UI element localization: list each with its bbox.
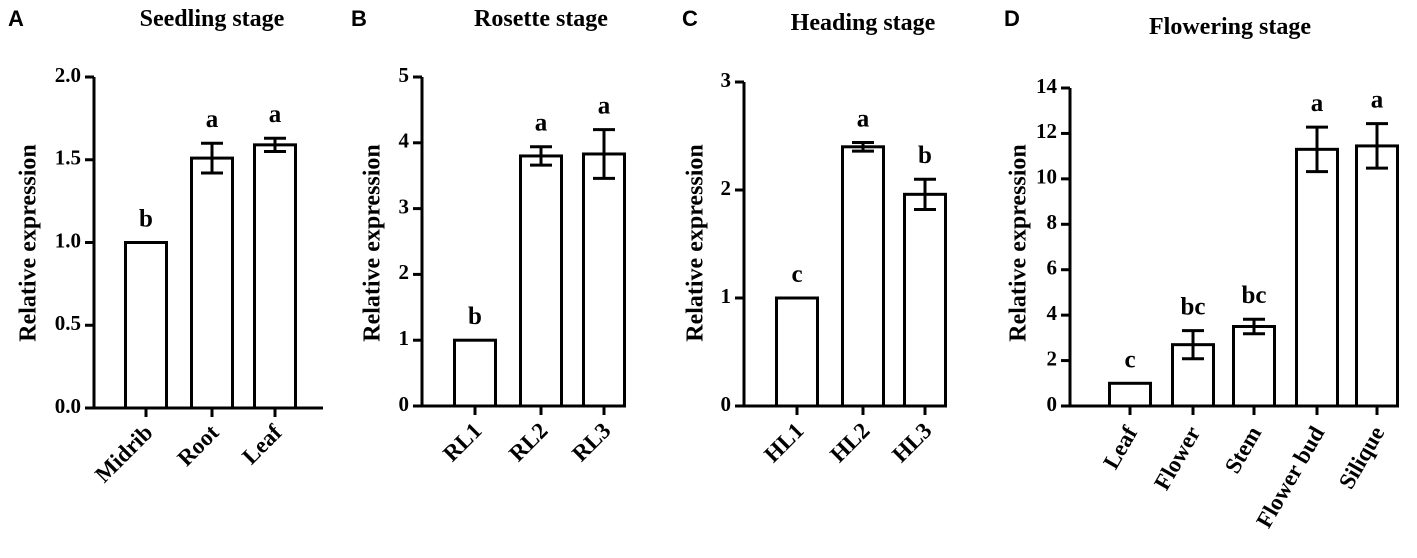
significance-label: bc (1242, 282, 1267, 309)
significance-label: a (857, 105, 870, 132)
significance-label: c (1124, 346, 1135, 373)
bar (1232, 325, 1276, 408)
y-tick-label: 1.5 (55, 146, 81, 170)
y-tick-label: 2 (399, 260, 410, 284)
bar (1108, 381, 1152, 408)
chart-title: Heading stage (791, 10, 936, 36)
y-axis-label: Relative expression (360, 144, 386, 342)
y-tick-label: 2 (1047, 346, 1058, 370)
y-tick-label: 0 (721, 392, 732, 416)
x-tick-label: Silique (1334, 422, 1390, 493)
chart-title: Rosette stage (474, 6, 608, 32)
y-tick-label: 0 (1047, 392, 1058, 416)
significance-label: b (468, 303, 482, 330)
x-tick-label: Root (172, 420, 223, 471)
y-tick-label: 6 (1047, 256, 1058, 280)
panel-b: B Rosette stage Relative expression 0 1 2 3 4 5 b… (351, 6, 626, 466)
significance-label: a (206, 106, 219, 133)
bar (775, 296, 819, 408)
y-tick-label: 2 (721, 176, 732, 200)
panel-d: D Flowering stage Relative expression 0 2 4 6 8… (1004, 6, 1399, 532)
x-tick-label: Flower (1149, 422, 1205, 494)
y-axis-label: Relative expression (683, 144, 709, 342)
significance-label: a (598, 93, 611, 120)
y-tick-label: 2.0 (55, 63, 81, 87)
x-tick-label: RL2 (504, 418, 552, 466)
significance-label: a (269, 101, 282, 128)
bar (453, 338, 497, 408)
x-tick-label: Midrib (90, 420, 157, 487)
y-tick-label: 0.0 (55, 394, 81, 418)
panel-a: A Seedling stage Relative expression 0.0 0.5… (8, 6, 323, 487)
significance-label: b (918, 142, 932, 169)
bar (1355, 144, 1399, 408)
panel-letter: B (351, 6, 367, 31)
panel-c: C Heading stage Relative expression 0 1 2 3 c HL… (682, 6, 947, 467)
y-tick-label: 1 (399, 326, 410, 350)
bar (582, 152, 626, 408)
y-tick-label: 1.0 (55, 228, 81, 252)
x-tick-label: HL1 (759, 418, 808, 467)
significance-label: a (1311, 90, 1324, 117)
bar (519, 154, 563, 408)
y-tick-label: 8 (1047, 210, 1058, 234)
y-tick-label: 5 (399, 63, 410, 87)
x-tick-label: HL3 (887, 418, 936, 467)
bar (1295, 147, 1339, 408)
x-tick-label: RL1 (438, 418, 486, 466)
bar (124, 241, 168, 410)
y-axis-label: Relative expression (16, 144, 42, 342)
x-tick-label: Leaf (237, 420, 287, 470)
panel-letter: C (682, 6, 698, 31)
chart-title: Flowering stage (1149, 14, 1311, 40)
bar (903, 192, 947, 408)
y-tick-label: 14 (1036, 74, 1058, 98)
y-tick-label: 0 (399, 392, 410, 416)
panel-letter: A (8, 6, 24, 31)
significance-label: a (535, 110, 548, 137)
y-tick-label: 10 (1036, 165, 1057, 189)
x-tick-label: RL3 (567, 418, 615, 466)
significance-label: c (791, 261, 802, 288)
y-axis-label: Relative expression (1006, 144, 1032, 342)
x-tick-label: Leaf (1098, 422, 1142, 474)
y-tick-label: 3 (721, 68, 732, 92)
chart-title: Seedling stage (140, 6, 285, 32)
panel-letter: D (1004, 6, 1020, 31)
y-tick-label: 4 (399, 129, 410, 153)
bar (841, 145, 885, 408)
bar (253, 143, 297, 410)
bar (190, 156, 234, 410)
y-tick-label: 12 (1036, 119, 1057, 143)
y-tick-label: 0.5 (55, 311, 81, 335)
y-tick-label: 1 (721, 284, 732, 308)
significance-label: b (139, 206, 153, 233)
x-tick-label: Stem (1220, 422, 1267, 478)
x-tick-label: HL2 (825, 418, 874, 467)
significance-label: a (1371, 87, 1384, 114)
y-tick-label: 4 (1047, 301, 1058, 325)
y-tick-label: 3 (399, 194, 410, 218)
significance-label: bc (1181, 294, 1206, 321)
